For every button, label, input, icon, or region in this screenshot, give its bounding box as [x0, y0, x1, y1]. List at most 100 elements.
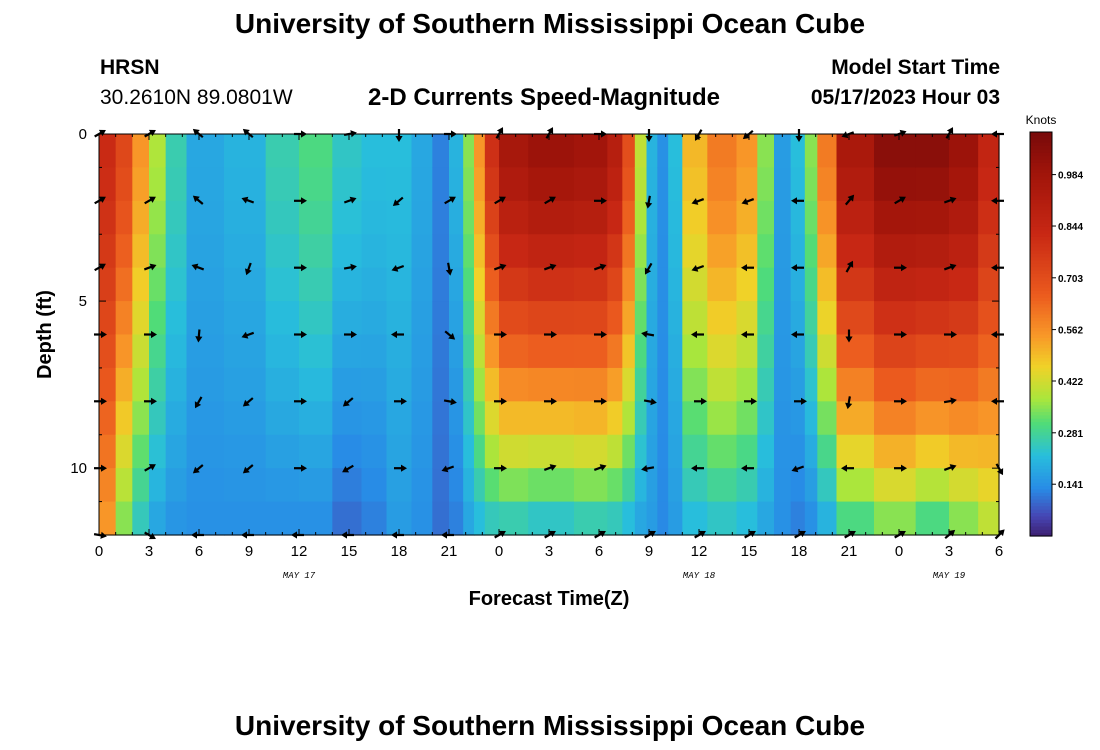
current-arrow — [844, 530, 856, 539]
colorbar-segment — [1030, 482, 1052, 487]
colorbar-segment — [1030, 206, 1052, 211]
heatmap-cell — [299, 267, 333, 302]
heatmap-cell — [657, 334, 669, 369]
heatmap-cell — [186, 468, 225, 503]
current-arrow — [593, 263, 607, 271]
current-arrow — [845, 329, 853, 343]
heatmap-cell — [949, 134, 979, 169]
current-arrow — [744, 397, 757, 405]
x-tick-label: 0 — [95, 543, 103, 560]
colorbar-segment — [1030, 165, 1052, 170]
heatmap-cell — [361, 167, 388, 202]
heatmap-cell — [874, 334, 917, 369]
colorbar-segment — [1030, 253, 1052, 258]
current-arrow — [494, 530, 506, 539]
heatmap-cell — [115, 234, 133, 269]
heatmap-cell — [668, 334, 683, 369]
heatmap-cell — [736, 167, 758, 202]
colorbar-segment — [1030, 179, 1052, 184]
heatmap-cell — [265, 334, 300, 369]
heatmap-cell — [978, 501, 1000, 536]
heatmap-cell — [99, 267, 117, 302]
heatmap-cell — [607, 501, 623, 536]
heatmap-cell — [915, 434, 950, 469]
colorbar-segment — [1030, 148, 1052, 153]
heatmap-cell — [432, 167, 450, 202]
model-start-label: Model Start Time — [831, 56, 1000, 79]
colorbar-tick-label: 0.281 — [1058, 429, 1083, 440]
colorbar-segment — [1030, 222, 1052, 227]
current-arrow — [294, 197, 307, 205]
heatmap-cell — [646, 200, 658, 235]
current-arrow — [191, 263, 205, 271]
heatmap-cell — [657, 468, 669, 503]
current-arrow — [443, 398, 457, 406]
heatmap-cell — [386, 267, 413, 302]
colorbar-segment — [1030, 296, 1052, 301]
colorbar-segment — [1030, 502, 1052, 507]
heatmap-cell — [836, 167, 875, 202]
current-arrow — [943, 263, 957, 271]
heatmap-cell — [332, 468, 363, 503]
current-arrow — [94, 263, 106, 272]
heatmap-cell — [915, 367, 950, 402]
x-tick-label: 18 — [391, 543, 408, 560]
heatmap-cell — [99, 134, 117, 169]
colorbar-segment — [1030, 209, 1052, 214]
current-arrow — [741, 198, 755, 205]
current-arrow — [195, 329, 203, 343]
current-arrow — [791, 465, 805, 473]
colorbar-tick-label: 0.844 — [1058, 222, 1083, 233]
heatmap-cell — [682, 401, 708, 436]
heatmap-cell — [574, 267, 608, 302]
heatmap-cell — [736, 301, 758, 336]
heatmap-cell — [432, 234, 450, 269]
heatmap-cell — [165, 267, 188, 302]
y-tick-label: 0 — [79, 126, 87, 143]
heatmap-cell — [463, 434, 475, 469]
colorbar-segment — [1030, 367, 1052, 372]
current-arrow — [493, 263, 507, 271]
heatmap-cell — [707, 267, 738, 302]
heatmap-cell — [874, 367, 917, 402]
heatmap-cell — [757, 367, 775, 402]
heatmap-cell — [132, 200, 150, 235]
heatmap-cell — [186, 200, 225, 235]
heatmap-cell — [622, 468, 636, 503]
colorbar-segment — [1030, 461, 1052, 466]
heatmap-cell — [836, 401, 875, 436]
heatmap-cell — [657, 301, 669, 336]
heatmap-cell — [432, 301, 450, 336]
heatmap-cell — [165, 134, 188, 169]
heatmap-cell — [528, 501, 575, 536]
current-arrow — [894, 530, 906, 539]
heatmap-cell — [874, 401, 917, 436]
heatmap-cell — [915, 234, 950, 269]
heatmap-cell — [757, 401, 775, 436]
heatmap-cell — [484, 167, 500, 202]
heatmap-cell — [757, 234, 775, 269]
colorbar-segment — [1030, 155, 1052, 160]
current-arrow — [544, 397, 557, 405]
current-arrow — [645, 195, 653, 209]
heatmap-cell — [736, 501, 758, 536]
colorbar-segment — [1030, 505, 1052, 510]
heatmap-cell — [224, 301, 267, 336]
heatmap-cell — [499, 401, 529, 436]
heatmap-cell — [804, 434, 818, 469]
heatmap-cell — [622, 434, 636, 469]
heatmap-cell — [736, 401, 758, 436]
x-tick-label: 6 — [195, 543, 203, 560]
heatmap-cell — [707, 367, 738, 402]
heatmap-cell — [646, 367, 658, 402]
heatmap-cell — [499, 501, 529, 536]
current-arrow — [791, 330, 804, 339]
heatmap-cell — [474, 334, 486, 369]
heatmap-cell — [634, 334, 648, 369]
colorbar-segment — [1030, 498, 1052, 503]
current-arrow — [242, 397, 254, 407]
colorbar-segment — [1030, 142, 1052, 147]
heatmap-cell — [646, 434, 658, 469]
heatmap-cell — [186, 501, 225, 536]
heatmap-cell — [224, 334, 267, 369]
